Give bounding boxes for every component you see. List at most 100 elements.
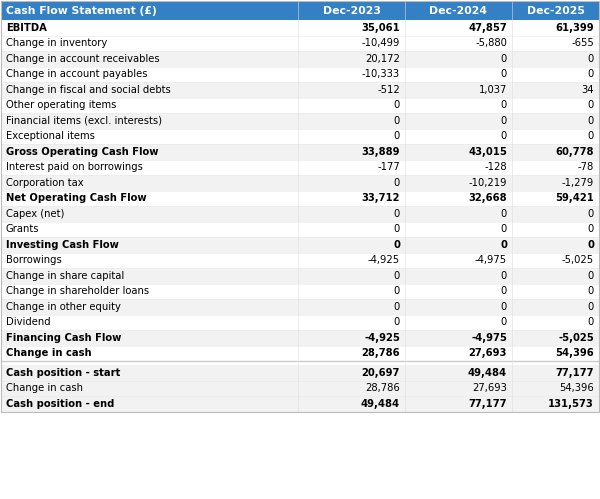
Text: -177: -177 (377, 162, 400, 172)
Text: Change in cash: Change in cash (6, 383, 83, 393)
Text: Investing Cash Flow: Investing Cash Flow (6, 240, 119, 250)
Text: 77,177: 77,177 (469, 399, 507, 409)
Text: 33,712: 33,712 (361, 193, 400, 203)
Text: Dec-2024: Dec-2024 (430, 5, 487, 15)
Text: -655: -655 (571, 38, 594, 48)
Text: -5,025: -5,025 (562, 255, 594, 265)
Text: Change in shareholder loans: Change in shareholder loans (6, 286, 149, 296)
Text: Change in fiscal and social debts: Change in fiscal and social debts (6, 85, 171, 95)
Text: Change in account receivables: Change in account receivables (6, 54, 160, 64)
Bar (1, 113, 599, 129)
Text: 0: 0 (394, 131, 400, 141)
Text: 0: 0 (501, 54, 507, 64)
Text: -5,025: -5,025 (558, 333, 594, 343)
Text: 1,037: 1,037 (479, 85, 507, 95)
Text: 0: 0 (394, 209, 400, 219)
Text: 131,573: 131,573 (548, 399, 594, 409)
Text: 0: 0 (501, 209, 507, 219)
Text: -10,333: -10,333 (362, 69, 400, 79)
Text: Cash Flow Statement (£): Cash Flow Statement (£) (6, 5, 157, 15)
Bar (1, 144, 599, 160)
Text: 0: 0 (588, 116, 594, 126)
Text: -1,279: -1,279 (562, 178, 594, 188)
Bar (1, 82, 599, 97)
Bar (1, 381, 599, 396)
Text: -4,975: -4,975 (475, 255, 507, 265)
Text: -4,925: -4,925 (368, 255, 400, 265)
Text: EBITDA: EBITDA (6, 23, 47, 33)
Text: 60,778: 60,778 (556, 147, 594, 157)
Text: 28,786: 28,786 (365, 383, 400, 393)
Bar (1, 1, 599, 412)
Text: Exceptional items: Exceptional items (6, 131, 95, 141)
Text: 0: 0 (393, 240, 400, 250)
Text: 43,015: 43,015 (468, 147, 507, 157)
Text: -5,880: -5,880 (475, 38, 507, 48)
Text: 0: 0 (587, 240, 594, 250)
Text: -10,219: -10,219 (469, 178, 507, 188)
Text: 33,889: 33,889 (361, 147, 400, 157)
Text: Cash position - start: Cash position - start (6, 368, 121, 378)
Text: -10,499: -10,499 (362, 38, 400, 48)
Text: -4,925: -4,925 (364, 333, 400, 343)
Text: 0: 0 (588, 209, 594, 219)
Text: Net Operating Cash Flow: Net Operating Cash Flow (6, 193, 146, 203)
Text: 0: 0 (588, 317, 594, 327)
Text: 59,421: 59,421 (555, 193, 594, 203)
Bar (1, 206, 599, 222)
Bar (1, 330, 599, 345)
Bar (1, 160, 599, 175)
Text: 49,484: 49,484 (361, 399, 400, 409)
Text: Change in cash: Change in cash (6, 348, 92, 358)
Text: Corporation tax: Corporation tax (6, 178, 83, 188)
Bar (1, 314, 599, 330)
Text: 0: 0 (394, 100, 400, 110)
Text: 0: 0 (394, 317, 400, 327)
Text: 0: 0 (501, 69, 507, 79)
Text: 77,177: 77,177 (556, 368, 594, 378)
Text: 0: 0 (588, 286, 594, 296)
Text: Change in inventory: Change in inventory (6, 38, 107, 48)
Text: Capex (net): Capex (net) (6, 209, 64, 219)
Text: Financing Cash Flow: Financing Cash Flow (6, 333, 121, 343)
Bar (1, 283, 599, 299)
Text: 0: 0 (394, 224, 400, 234)
Bar (1, 175, 599, 191)
Text: Change in account payables: Change in account payables (6, 69, 148, 79)
Text: 47,857: 47,857 (468, 23, 507, 33)
Bar (1, 361, 599, 365)
Text: 0: 0 (588, 224, 594, 234)
Text: Grants: Grants (6, 224, 40, 234)
Text: 54,396: 54,396 (559, 383, 594, 393)
Text: 0: 0 (588, 69, 594, 79)
Bar (1, 51, 599, 66)
Text: 0: 0 (501, 224, 507, 234)
Text: 27,693: 27,693 (472, 383, 507, 393)
Bar (1, 129, 599, 144)
Bar (1, 396, 599, 412)
Text: 0: 0 (394, 116, 400, 126)
Text: Financial items (excl. interests): Financial items (excl. interests) (6, 116, 162, 126)
Text: 20,697: 20,697 (362, 368, 400, 378)
Text: 0: 0 (501, 131, 507, 141)
Bar (1, 191, 599, 206)
Text: 0: 0 (501, 317, 507, 327)
Text: Dividend: Dividend (6, 317, 50, 327)
Text: -78: -78 (578, 162, 594, 172)
Text: 0: 0 (394, 302, 400, 312)
Text: 0: 0 (501, 271, 507, 281)
Text: 0: 0 (501, 302, 507, 312)
Text: Borrowings: Borrowings (6, 255, 62, 265)
Text: 34: 34 (581, 85, 594, 95)
Bar (1, 97, 599, 113)
Bar (1, 1, 599, 20)
Bar (1, 268, 599, 283)
Text: 28,786: 28,786 (361, 348, 400, 358)
Text: Cash position - end: Cash position - end (6, 399, 115, 409)
Text: 35,061: 35,061 (361, 23, 400, 33)
Text: 0: 0 (394, 271, 400, 281)
Text: 32,668: 32,668 (469, 193, 507, 203)
Bar (1, 222, 599, 237)
Text: 0: 0 (588, 271, 594, 281)
Text: Interest paid on borrowings: Interest paid on borrowings (6, 162, 143, 172)
